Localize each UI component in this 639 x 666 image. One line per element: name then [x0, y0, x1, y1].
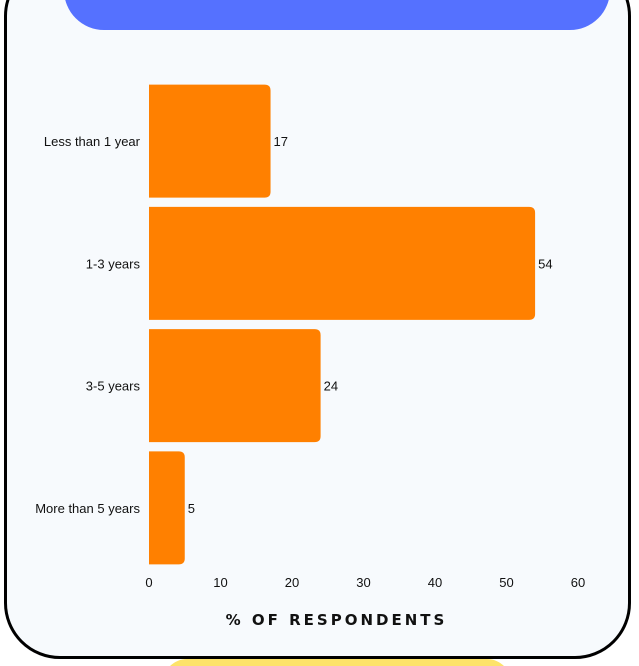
top-banner — [64, 0, 610, 30]
data-label: 54 — [538, 256, 552, 271]
x-tick-label: 30 — [356, 575, 370, 590]
data-label: 24 — [324, 379, 338, 394]
data-label: 5 — [188, 501, 195, 516]
x-tick-label: 60 — [571, 575, 585, 590]
category-label: More than 5 years — [35, 501, 140, 516]
category-label: 3-5 years — [86, 379, 141, 394]
x-tick-label: 20 — [285, 575, 299, 590]
bar — [149, 84, 271, 198]
data-label: 17 — [274, 134, 288, 149]
x-tick-label: 40 — [428, 575, 442, 590]
bar — [149, 329, 321, 443]
category-label: 1-3 years — [86, 256, 141, 271]
bar — [149, 206, 536, 320]
x-tick-label: 0 — [145, 575, 152, 590]
x-tick-label: 50 — [499, 575, 513, 590]
chart-card — [4, 0, 631, 659]
category-label: Less than 1 year — [44, 134, 141, 149]
x-tick-label: 10 — [213, 575, 227, 590]
bar — [149, 451, 185, 565]
x-axis-title: % OF RESPONDENTS — [225, 611, 448, 629]
bottom-banner — [163, 659, 511, 666]
